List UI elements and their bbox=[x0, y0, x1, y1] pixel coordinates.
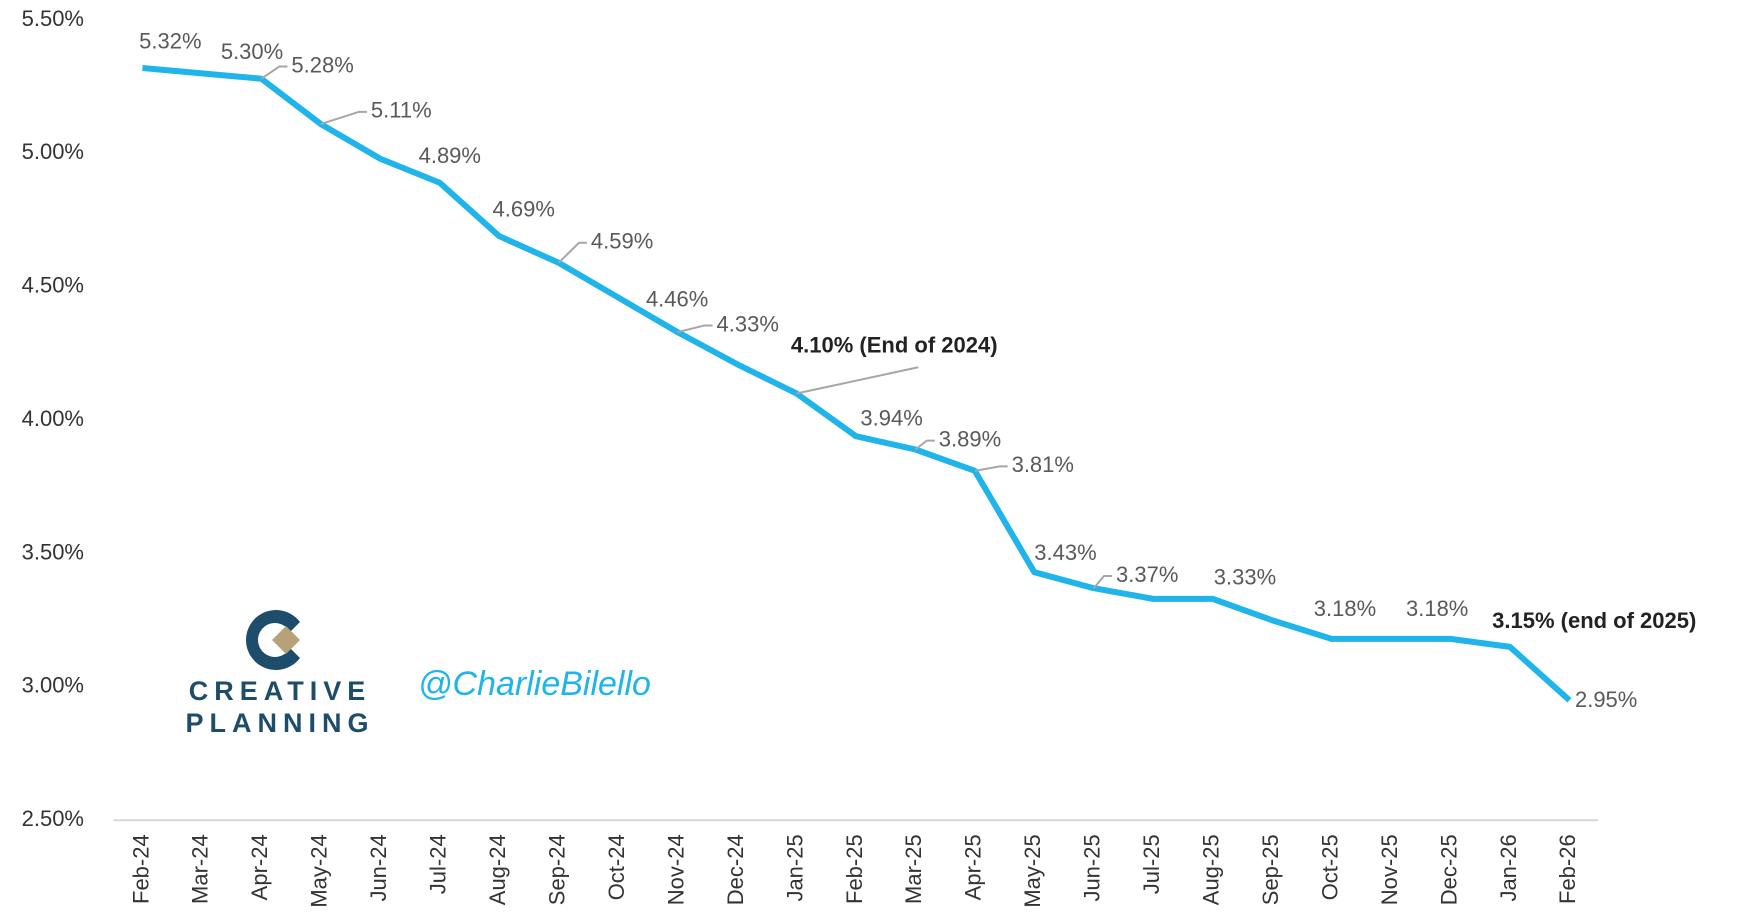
x-tick-label: Feb-24 bbox=[128, 834, 153, 904]
y-tick-label: 2.50% bbox=[22, 806, 84, 831]
logo-icon bbox=[246, 610, 300, 670]
x-tick-label: Apr-25 bbox=[961, 834, 986, 900]
data-label: 4.10% (End of 2024) bbox=[791, 333, 998, 358]
data-label: 4.69% bbox=[493, 196, 555, 221]
leader-line bbox=[557, 241, 587, 264]
data-label: 3.18% bbox=[1406, 596, 1468, 621]
data-label: 3.37% bbox=[1116, 562, 1178, 587]
leader-line bbox=[914, 439, 935, 451]
data-label: 3.89% bbox=[939, 426, 1001, 451]
data-label: 3.15% (end of 2025) bbox=[1492, 608, 1696, 633]
x-tick-label: Feb-25 bbox=[842, 834, 867, 904]
x-tick-label: Sep-25 bbox=[1258, 834, 1283, 905]
data-label: 2.95% bbox=[1575, 687, 1637, 712]
data-label: 5.32% bbox=[139, 28, 201, 53]
x-tick-label: Apr-24 bbox=[247, 834, 272, 900]
x-tick-label: Jul-24 bbox=[426, 834, 451, 894]
x-tick-label: Jan-26 bbox=[1496, 834, 1521, 901]
y-tick-label: 3.00% bbox=[22, 673, 84, 698]
y-tick-label: 3.50% bbox=[22, 539, 84, 564]
leader-line bbox=[1093, 574, 1113, 589]
y-tick-label: 4.00% bbox=[22, 406, 84, 431]
x-tick-label: May-24 bbox=[307, 834, 332, 907]
data-label: 4.89% bbox=[419, 143, 481, 168]
x-tick-label: Aug-25 bbox=[1198, 834, 1223, 905]
y-tick-label: 5.50% bbox=[22, 6, 84, 31]
data-label: 5.28% bbox=[291, 52, 353, 77]
x-tick-label: Sep-24 bbox=[544, 834, 569, 905]
x-tick-label: Jan-25 bbox=[782, 834, 807, 901]
x-tick-label: Oct-24 bbox=[604, 834, 629, 900]
data-label: 5.11% bbox=[371, 98, 432, 123]
y-tick-label: 4.50% bbox=[22, 273, 84, 298]
logo-diamond bbox=[272, 626, 300, 654]
x-tick-label: Jul-25 bbox=[1139, 834, 1164, 894]
data-label: 4.59% bbox=[591, 229, 653, 254]
logo-text: CREATIVE bbox=[189, 676, 372, 706]
x-tick-label: Nov-25 bbox=[1377, 834, 1402, 905]
x-tick-label: Feb-26 bbox=[1555, 834, 1580, 904]
data-label: 4.46% bbox=[646, 287, 708, 312]
x-tick-label: Jun-25 bbox=[1080, 834, 1105, 901]
leader-line bbox=[974, 465, 1008, 472]
logo: CREATIVE PLANNING bbox=[186, 610, 375, 738]
x-tick-label: Jun-24 bbox=[366, 834, 391, 901]
x-tick-label: Dec-24 bbox=[723, 834, 748, 905]
x-tick-label: Aug-24 bbox=[485, 834, 510, 905]
x-tick-label: Mar-25 bbox=[901, 834, 926, 904]
x-tick-label: Nov-24 bbox=[663, 834, 688, 905]
data-label: 4.33% bbox=[717, 311, 779, 336]
line bbox=[142, 65, 1572, 703]
y-tick-label: 5.00% bbox=[22, 139, 84, 164]
data-label: 5.30% bbox=[221, 39, 283, 64]
leader-line bbox=[320, 110, 367, 126]
data-label: 3.43% bbox=[1034, 540, 1096, 565]
leader-line bbox=[260, 65, 288, 80]
x-tick-label: Dec-25 bbox=[1436, 834, 1461, 905]
x-tick-label: Oct-25 bbox=[1317, 834, 1342, 900]
handle: @CharlieBilello bbox=[418, 665, 651, 703]
data-label: 3.18% bbox=[1314, 596, 1376, 621]
x-tick-label: Mar-24 bbox=[188, 834, 213, 904]
leader-line bbox=[677, 324, 713, 334]
x-tick-label: May-25 bbox=[1020, 834, 1045, 907]
data-label: 3.33% bbox=[1214, 565, 1276, 590]
data-label: 3.81% bbox=[1012, 452, 1074, 477]
data-label: 3.94% bbox=[860, 405, 922, 430]
logo-text: PLANNING bbox=[186, 708, 375, 738]
leader-line bbox=[796, 366, 919, 395]
